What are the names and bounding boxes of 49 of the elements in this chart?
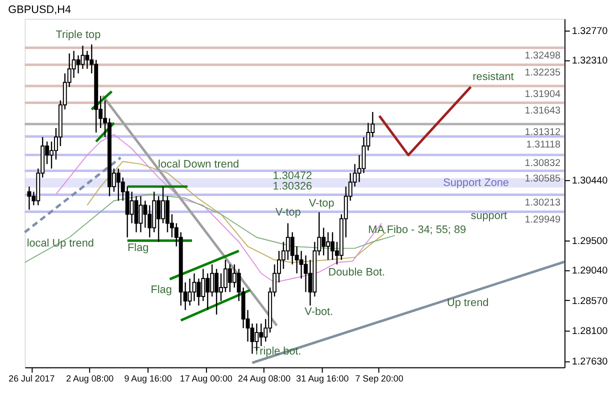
candlestick (27, 186, 32, 210)
x-tick-label: 31 Aug 16:00 (296, 374, 349, 384)
ref-line-label: 1.31643 (524, 106, 561, 117)
y-tick-label: 1.32770 (572, 26, 608, 37)
ref-line-label: 1.30832 (524, 158, 560, 169)
candlestick (188, 278, 192, 306)
candlestick (80, 45, 85, 70)
candlestick (196, 278, 201, 306)
annotation: V-bot. (304, 306, 334, 318)
annotation: Flag (128, 242, 149, 254)
annotation: local Down trend (158, 158, 240, 170)
ref-line-label: 1.31904 (524, 88, 561, 100)
annotation: Up trend (446, 296, 489, 309)
x-tick-label: 24 Aug 08:00 (238, 374, 291, 384)
candlestick (85, 50, 90, 70)
ref-line-label: 1.30213 (524, 198, 561, 209)
chart-title: GBPUSD,H4 (8, 4, 72, 16)
y-tick-label: 1.28570 (572, 296, 608, 307)
ref-line-label: 1.32235 (524, 68, 561, 79)
annotation: Flag (150, 284, 172, 296)
y-tick-label: 1.27630 (572, 356, 608, 368)
x-tick-label: 2 Aug 08:00 (66, 374, 114, 384)
y-tick-label: 1.28100 (572, 326, 608, 338)
x-tick-label: 17 Aug 00:00 (180, 374, 232, 384)
candlestick (138, 196, 143, 233)
y-tick-label: 1.32310 (572, 55, 608, 66)
candlestick (130, 191, 134, 224)
annotation: Double Bot. (328, 266, 386, 278)
ref-line-label: 1.31118 (526, 139, 561, 150)
candlestick (304, 254, 308, 293)
x-tick-label: 9 Aug 16:00 (124, 374, 172, 384)
annotation: Triple top (56, 29, 101, 42)
y-tick-label: 1.29040 (572, 266, 608, 277)
ref-line-label: 1.32498 (524, 50, 561, 62)
annotation: V-top (275, 206, 301, 218)
y-tick-label: 1.29500 (572, 236, 608, 248)
ref-line-label: 1.29949 (524, 214, 561, 226)
x-tick-label: 7 Sep 20:00 (355, 374, 404, 384)
annotation: resistant (472, 70, 514, 83)
annotation: support (470, 210, 508, 222)
annotation: 1.30326 (272, 180, 312, 193)
annotation: 1.30472 (272, 170, 312, 182)
band-label: Support Zone (443, 176, 509, 189)
y-tick-label: 1.30440 (572, 176, 608, 187)
x-tick-label: 26 Jul 2017 (8, 374, 55, 384)
ref-line-label: 1.30585 (524, 174, 561, 185)
ref-line-label: 1.31312 (524, 126, 560, 138)
candlestick (76, 54, 80, 74)
annotation: V-top (308, 197, 334, 210)
